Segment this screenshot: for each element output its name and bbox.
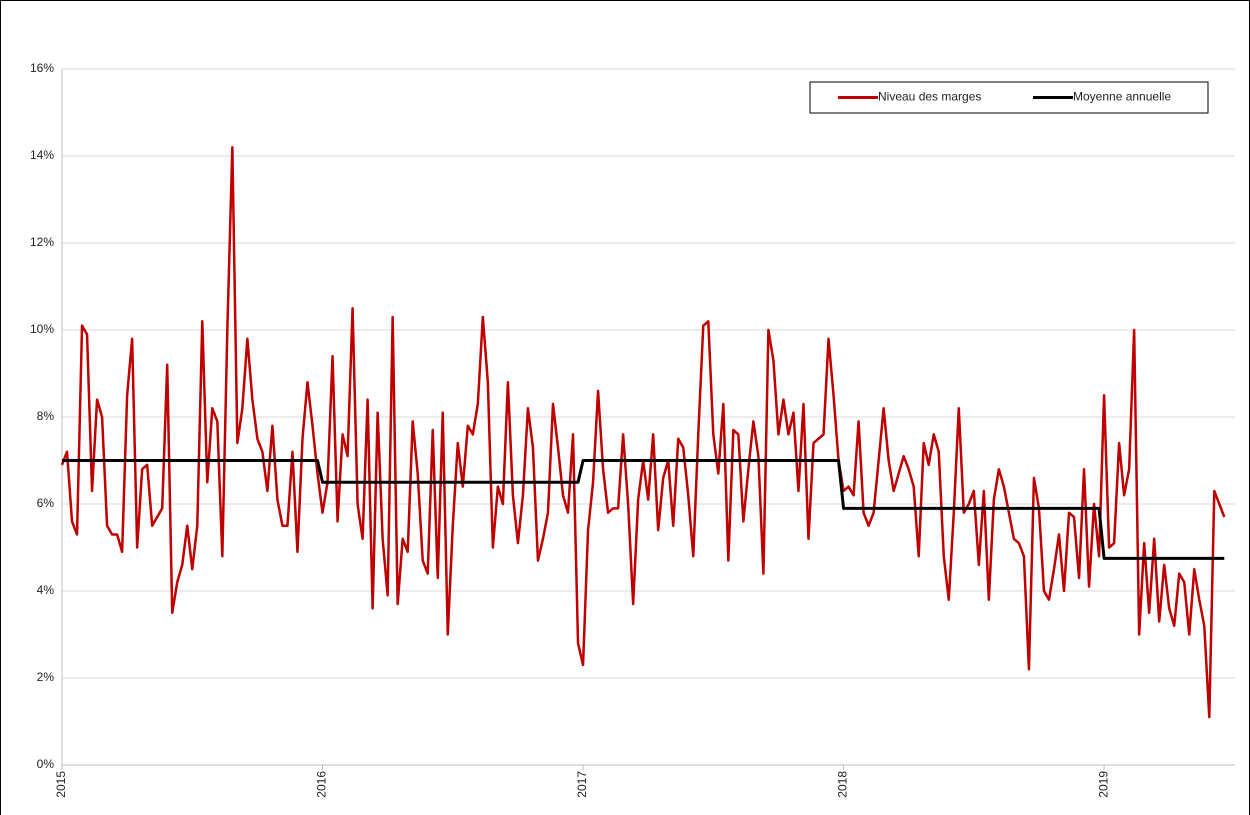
grid: 0% 2% 4% 6% 8% 10% 12% 14% 16% 2015 2016 2017 2018 20… xyxy=(30,61,1235,798)
x-tick-label: 2015 xyxy=(54,771,68,798)
series-line xyxy=(62,459,1225,560)
y-tick-label: 14% xyxy=(30,148,54,162)
x-tick-label: 2016 xyxy=(315,771,329,798)
y-tick-label: 12% xyxy=(30,235,54,249)
y-tick-label: 10% xyxy=(30,322,54,336)
series-line xyxy=(60,146,1226,719)
y-tick-label: 4% xyxy=(37,583,55,597)
legend: Niveau des marges Moyenne annuelle xyxy=(809,81,1209,114)
legend-label: Niveau des marges xyxy=(878,90,981,104)
x-tick-label: 2019 xyxy=(1096,771,1110,798)
y-tick-label: 2% xyxy=(37,670,55,684)
x-tick-label: 2018 xyxy=(836,771,850,798)
y-tick-label: 6% xyxy=(37,496,55,510)
x-tick-label: 2017 xyxy=(575,771,589,798)
plot xyxy=(60,146,1226,719)
legend-label: Moyenne annuelle xyxy=(1073,90,1171,104)
y-tick-label: 16% xyxy=(30,61,54,75)
y-tick-label: 0% xyxy=(37,757,55,771)
y-tick-label: 8% xyxy=(37,409,55,423)
